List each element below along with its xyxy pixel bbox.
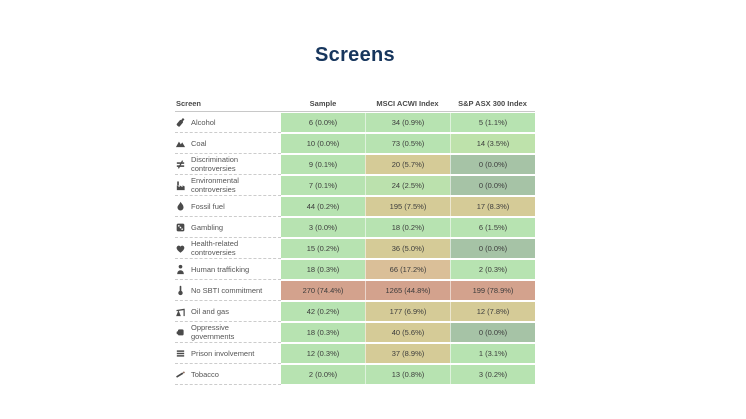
table-header: Screen Sample MSCI ACWI Index S&P ASX 30…: [175, 96, 535, 112]
msci-acwi-value-cell: 1265 (44.8%): [365, 281, 450, 300]
sp-asx-value-cell: 2 (0.3%): [450, 260, 535, 279]
screen-label-cell: Alcohol: [175, 112, 281, 133]
sample-value-cell: 15 (0.2%): [281, 239, 365, 258]
msci-acwi-value-cell: 73 (0.5%): [365, 134, 450, 153]
column-header-msci-acwi: MSCI ACWI Index: [376, 99, 439, 108]
gambling-icon: [175, 222, 186, 233]
table-row: Oil and gas 42 (0.2%) 177 (6.9%) 12 (7.8…: [175, 301, 535, 322]
sp-asx-value-cell: 0 (0.0%): [450, 323, 535, 342]
sample-value-cell: 44 (0.2%): [281, 197, 365, 216]
table-row: Discrimination controversies 9 (0.1%) 20…: [175, 154, 535, 175]
sample-value-cell: 18 (0.3%): [281, 323, 365, 342]
msci-acwi-value-cell: 40 (5.6%): [365, 323, 450, 342]
table-row: Tobacco 2 (0.0%) 13 (0.8%) 3 (0.2%): [175, 364, 535, 385]
msci-acwi-value-cell: 177 (6.9%): [365, 302, 450, 321]
screen-label-cell: Discrimination controversies: [175, 154, 281, 175]
table-row: Fossil fuel 44 (0.2%) 195 (7.5%) 17 (8.3…: [175, 196, 535, 217]
msci-acwi-value-cell: 37 (8.9%): [365, 344, 450, 363]
table-body: Alcohol 6 (0.0%) 34 (0.9%) 5 (1.1%) Coal…: [175, 112, 535, 385]
screen-label: Gambling: [191, 222, 224, 232]
health-icon: [175, 243, 186, 254]
sp-asx-value-cell: 14 (3.5%): [450, 134, 535, 153]
sp-asx-value-cell: 6 (1.5%): [450, 218, 535, 237]
screen-label: Oppressive governments: [191, 323, 235, 341]
screen-label: Coal: [191, 138, 207, 148]
screen-label: Alcohol: [191, 117, 216, 127]
table-row: Environmental controversies 7 (0.1%) 24 …: [175, 175, 535, 196]
oppressive-icon: [175, 327, 186, 338]
sp-asx-value-cell: 3 (0.2%): [450, 365, 535, 384]
sp-asx-value-cell: 12 (7.8%): [450, 302, 535, 321]
screen-label: Prison involvement: [191, 348, 255, 358]
screen-label: Discrimination controversies: [191, 155, 239, 173]
sample-value-cell: 270 (74.4%): [281, 281, 365, 300]
prison-icon: [175, 348, 186, 359]
screen-label-cell: Oil and gas: [175, 301, 281, 322]
coal-icon: [175, 138, 186, 149]
sample-value-cell: 3 (0.0%): [281, 218, 365, 237]
msci-acwi-value-cell: 18 (0.2%): [365, 218, 450, 237]
screen-label-cell: Health-related controversies: [175, 238, 281, 259]
screen-label-cell: Gambling: [175, 217, 281, 238]
human-trafficking-icon: [175, 264, 186, 275]
sp-asx-value-cell: 5 (1.1%): [450, 113, 535, 132]
screen-label-cell: Environmental controversies: [175, 175, 281, 196]
oil-gas-icon: [175, 306, 186, 317]
discrimination-icon: [175, 159, 186, 170]
screen-label-cell: Oppressive governments: [175, 322, 281, 343]
column-header-sample: Sample: [309, 99, 337, 108]
sample-value-cell: 18 (0.3%): [281, 260, 365, 279]
table-row: Human trafficking 18 (0.3%) 66 (17.2%) 2…: [175, 259, 535, 280]
screen-label: Fossil fuel: [191, 201, 225, 211]
page-title: Screens: [315, 44, 395, 66]
column-header-screen: Screen: [176, 99, 202, 108]
sbti-icon: [175, 285, 186, 296]
screen-label-cell: Fossil fuel: [175, 196, 281, 217]
column-header-sp-asx: S&P ASX 300 Index: [458, 99, 527, 108]
table-row: Prison involvement 12 (0.3%) 37 (8.9%) 1…: [175, 343, 535, 364]
sample-value-cell: 9 (0.1%): [281, 155, 365, 174]
screen-label: Health-related controversies: [191, 239, 239, 257]
sample-value-cell: 7 (0.1%): [281, 176, 365, 195]
screen-label-cell: Human trafficking: [175, 259, 281, 280]
table-row: Coal 10 (0.0%) 73 (0.5%) 14 (3.5%): [175, 133, 535, 154]
screen-label-cell: No SBTI commitment: [175, 280, 281, 301]
msci-acwi-value-cell: 13 (0.8%): [365, 365, 450, 384]
screens-table: Screen Sample MSCI ACWI Index S&P ASX 30…: [175, 96, 535, 385]
screen-label-cell: Prison involvement: [175, 343, 281, 364]
fossil-fuel-icon: [175, 201, 186, 212]
screen-label: Environmental controversies: [191, 176, 239, 194]
screen-label-cell: Tobacco: [175, 364, 281, 385]
msci-acwi-value-cell: 20 (5.7%): [365, 155, 450, 174]
screen-label: Oil and gas: [191, 306, 229, 316]
alcohol-icon: [175, 117, 186, 128]
sp-asx-value-cell: 0 (0.0%): [450, 155, 535, 174]
sample-value-cell: 10 (0.0%): [281, 134, 365, 153]
sp-asx-value-cell: 199 (78.9%): [450, 281, 535, 300]
msci-acwi-value-cell: 66 (17.2%): [365, 260, 450, 279]
table-row: Oppressive governments 18 (0.3%) 40 (5.6…: [175, 322, 535, 343]
screen-label: No SBTI commitment: [191, 285, 263, 295]
sp-asx-value-cell: 17 (8.3%): [450, 197, 535, 216]
table-row: No SBTI commitment 270 (74.4%) 1265 (44.…: [175, 280, 535, 301]
table-row: Gambling 3 (0.0%) 18 (0.2%) 6 (1.5%): [175, 217, 535, 238]
table-row: Alcohol 6 (0.0%) 34 (0.9%) 5 (1.1%): [175, 112, 535, 133]
sp-asx-value-cell: 0 (0.0%): [450, 239, 535, 258]
sp-asx-value-cell: 0 (0.0%): [450, 176, 535, 195]
sample-value-cell: 2 (0.0%): [281, 365, 365, 384]
screen-label: Human trafficking: [191, 264, 250, 274]
table-row: Health-related controversies 15 (0.2%) 3…: [175, 238, 535, 259]
screen-label: Tobacco: [191, 369, 219, 379]
msci-acwi-value-cell: 34 (0.9%): [365, 113, 450, 132]
sample-value-cell: 42 (0.2%): [281, 302, 365, 321]
sample-value-cell: 6 (0.0%): [281, 113, 365, 132]
sample-value-cell: 12 (0.3%): [281, 344, 365, 363]
msci-acwi-value-cell: 36 (5.0%): [365, 239, 450, 258]
screen-label-cell: Coal: [175, 133, 281, 154]
msci-acwi-value-cell: 195 (7.5%): [365, 197, 450, 216]
tobacco-icon: [175, 369, 186, 380]
environment-icon: [175, 180, 186, 191]
sp-asx-value-cell: 1 (3.1%): [450, 344, 535, 363]
msci-acwi-value-cell: 24 (2.5%): [365, 176, 450, 195]
